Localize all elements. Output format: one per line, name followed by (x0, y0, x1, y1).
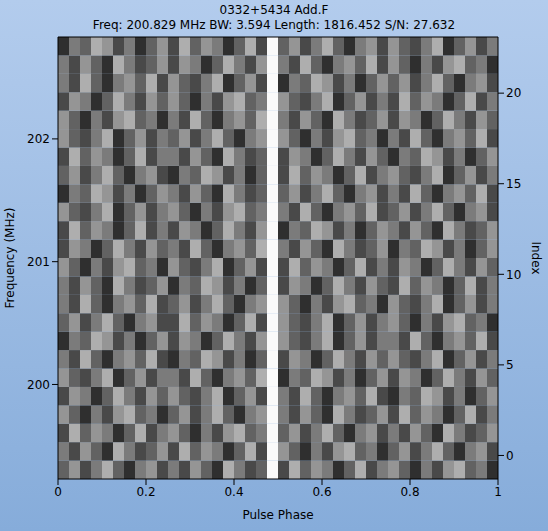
svg-text:1: 1 (494, 485, 502, 499)
html-text:Freq: 200.829 MHz BW: 3.594 Le: Freq: 200.829 MHz BW: 3.594 Length: 1816… (92, 18, 456, 32)
svg-text:0.8: 0.8 (400, 485, 419, 499)
html-text:0332+5434 Add.F: 0332+5434 Add.F (219, 3, 329, 17)
svg-text:10: 10 (506, 268, 521, 282)
svg-text:0: 0 (506, 449, 514, 463)
svg-text:Frequency (MHz): Frequency (MHz) (3, 208, 17, 309)
svg-text:0.2: 0.2 (136, 485, 155, 499)
svg-text:0.4: 0.4 (224, 485, 243, 499)
svg-text:0: 0 (54, 485, 62, 499)
svg-text:201: 201 (27, 255, 50, 269)
svg-text:0.6: 0.6 (312, 485, 331, 499)
svg-text:200: 200 (27, 378, 50, 392)
svg-text:202: 202 (27, 132, 50, 146)
svg-text:5: 5 (506, 358, 514, 372)
svg-text:Pulse Phase: Pulse Phase (242, 508, 313, 522)
svg-text:Index: Index (529, 241, 543, 274)
svg-text:15: 15 (506, 177, 521, 191)
svg-text:20: 20 (506, 86, 521, 100)
